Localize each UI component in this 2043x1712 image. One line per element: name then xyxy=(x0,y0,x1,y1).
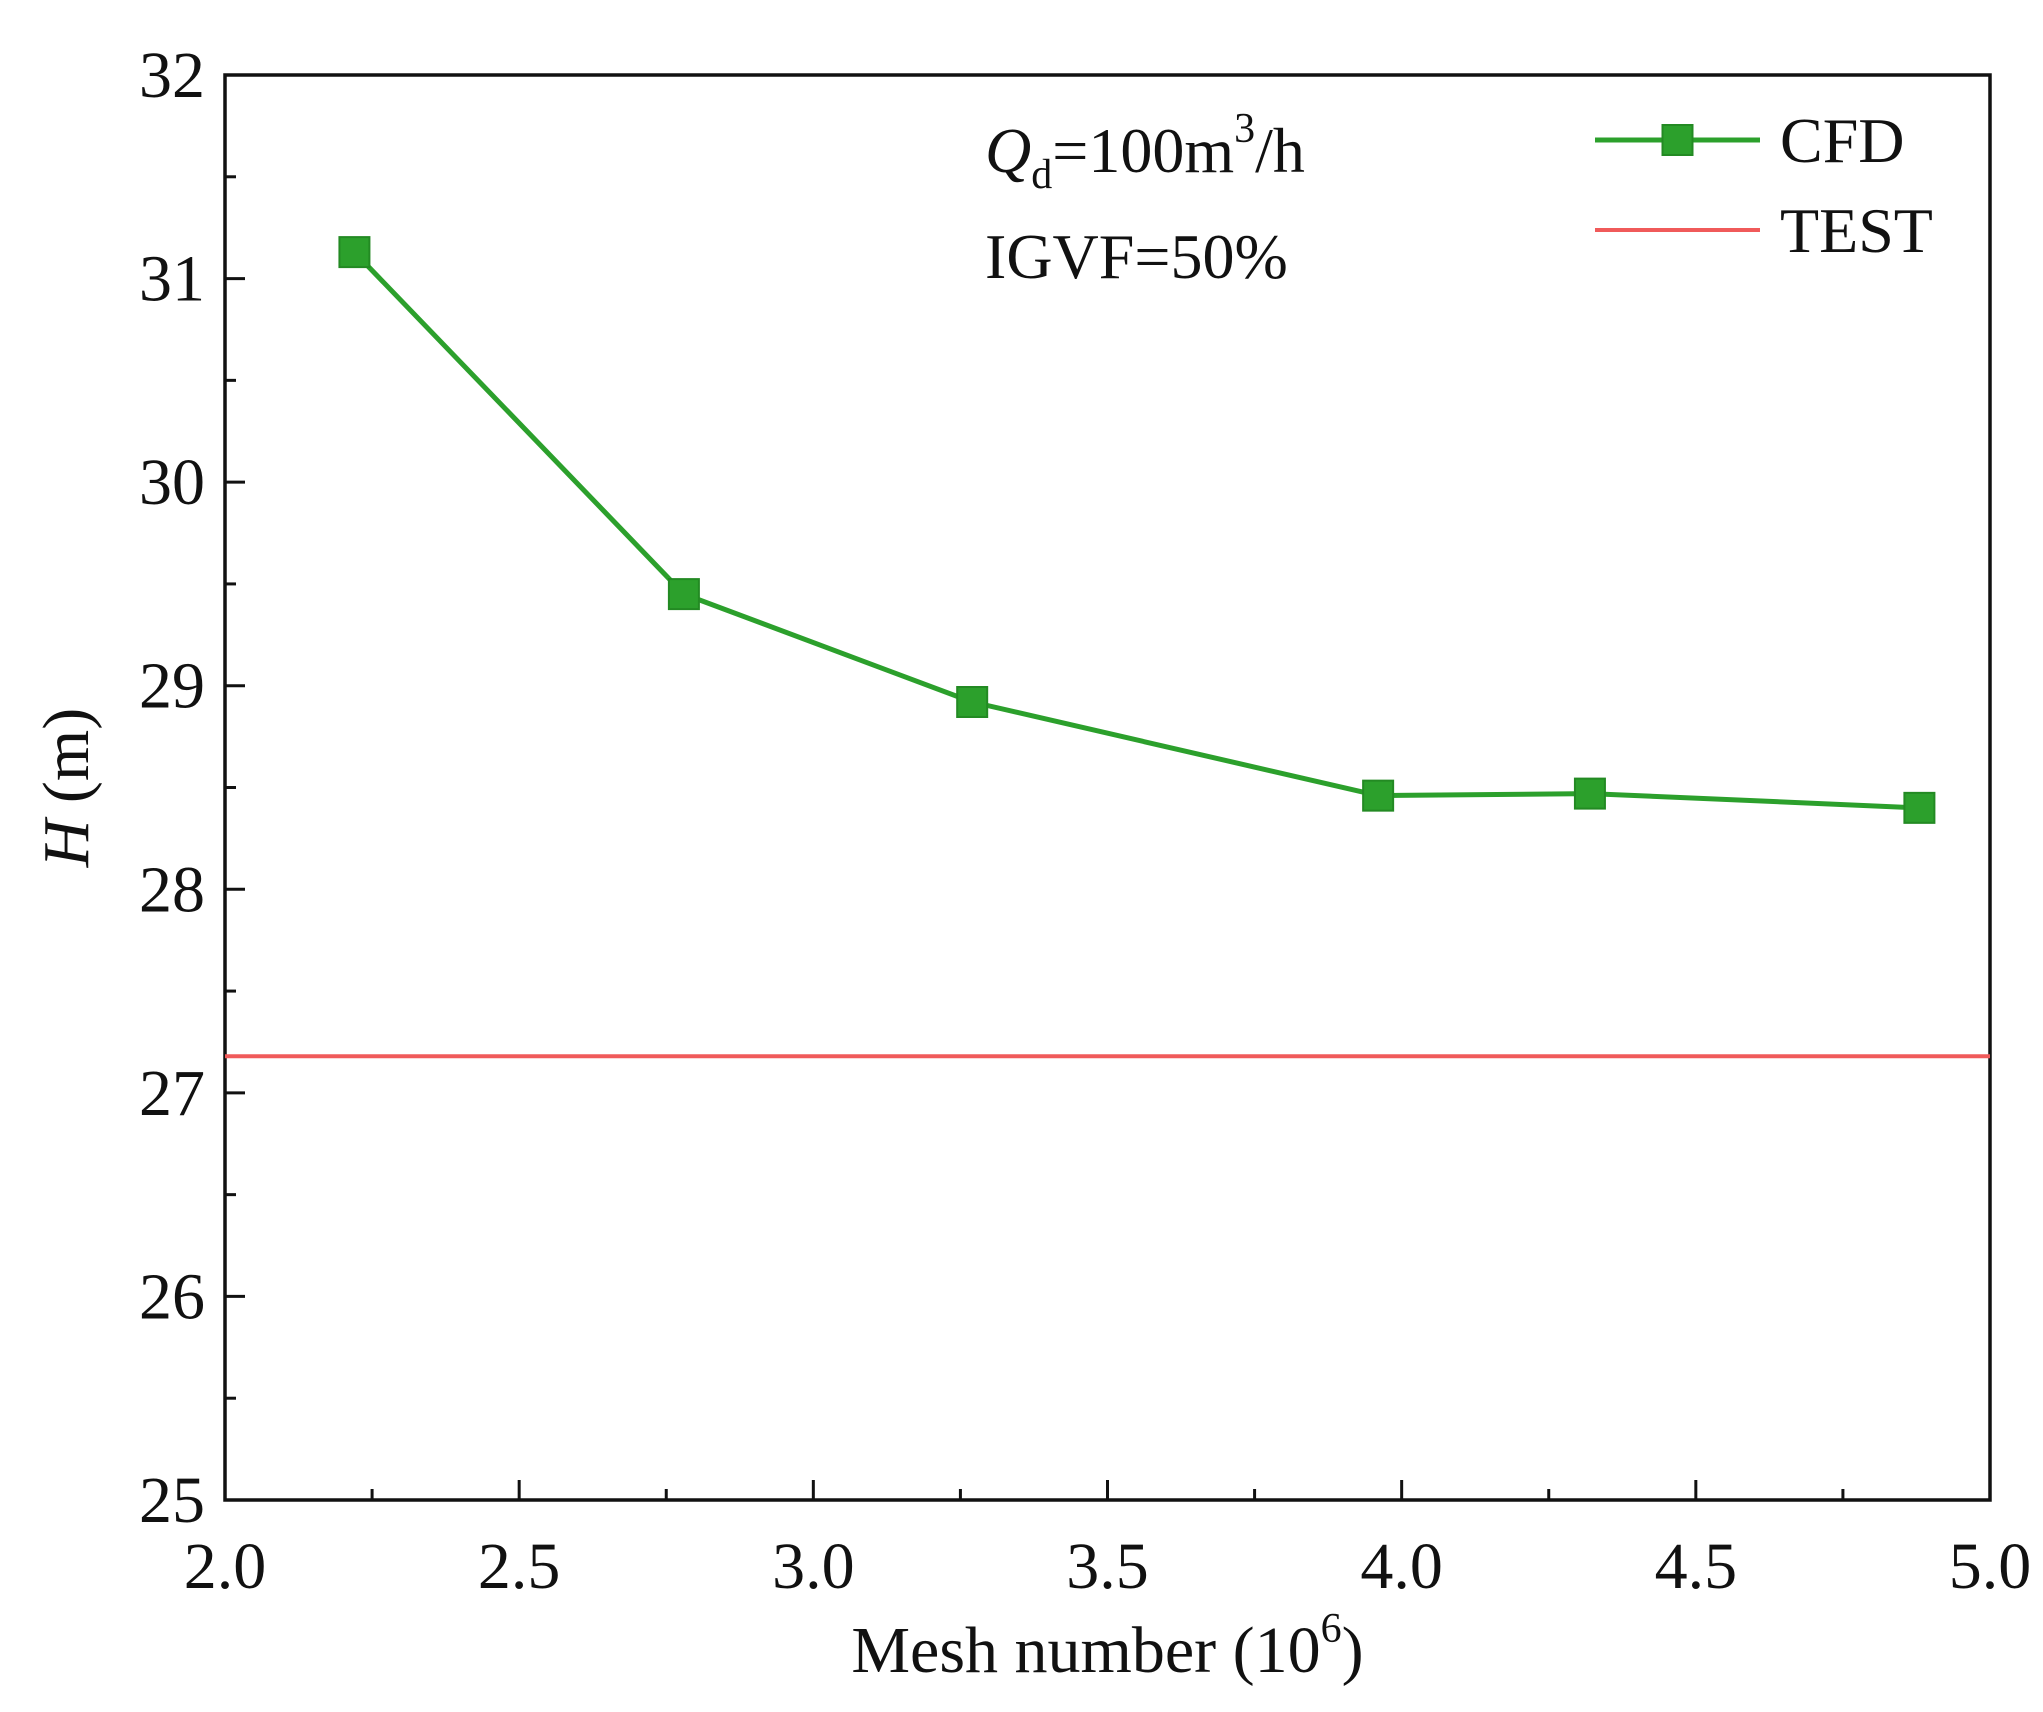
annotations: Qd=100m3/h IGVF=50% xyxy=(985,106,1305,292)
x-axis-title-text: Mesh number (10 xyxy=(851,1614,1320,1687)
legend-cfd-label: CFD xyxy=(1780,105,1905,176)
x-axis-title-close: ) xyxy=(1342,1614,1364,1687)
annotation-flow-superscript: 3 xyxy=(1234,106,1255,152)
cfd-data-point xyxy=(956,686,989,718)
axes-group: 2.0 2.5 3.0 3.5 4.0 4.5 5.0 25 26 27 28 29 30 31 32 Mes… xyxy=(30,39,2031,1687)
annotation-flow-symbol: Q xyxy=(985,115,1031,186)
annotation-igvf: IGVF=50% xyxy=(985,221,1288,292)
x-tick-label: 3.5 xyxy=(1066,1530,1149,1603)
series-group xyxy=(225,236,1990,1059)
y-tick-label: 28 xyxy=(139,853,205,926)
legend: CFD TEST xyxy=(1595,105,1933,266)
x-tick-label: 2.5 xyxy=(478,1530,561,1603)
y-axis-title-variable: H xyxy=(30,816,103,868)
y-tick-label: 30 xyxy=(139,446,205,519)
cfd-data-point xyxy=(1903,791,1936,824)
y-tick-label: 29 xyxy=(139,650,205,723)
legend-cfd-marker xyxy=(1661,124,1694,156)
y-axis-title-unit: (m) xyxy=(30,708,103,820)
x-tick-label: 4.5 xyxy=(1655,1530,1738,1603)
cfd-data-point xyxy=(667,578,700,611)
y-axis-title: H (m) xyxy=(30,708,103,868)
cfd-data-point xyxy=(1362,779,1395,812)
y-tick-label: 32 xyxy=(139,39,205,112)
x-tick-label: 4.0 xyxy=(1360,1530,1443,1603)
x-axis-title-exponent: 6 xyxy=(1321,1606,1342,1652)
legend-test-label: TEST xyxy=(1780,195,1933,266)
annotation-flow-rate: Qd=100m3/h xyxy=(985,106,1305,198)
annotation-flow-unit: /h xyxy=(1255,115,1305,186)
x-tick-label: 5.0 xyxy=(1949,1530,2032,1603)
x-tick-label: 2.0 xyxy=(184,1530,267,1603)
y-tick-label: 27 xyxy=(139,1057,205,1130)
x-axis-title: Mesh number (106) xyxy=(851,1606,1363,1687)
annotation-flow-subscript: d xyxy=(1031,152,1052,198)
y-tick-label: 31 xyxy=(139,243,205,316)
y-tick-label: 26 xyxy=(139,1260,205,1333)
cfd-data-point xyxy=(1573,777,1606,810)
cfd-series-line xyxy=(352,250,1920,811)
y-tick-label: 25 xyxy=(139,1464,205,1537)
x-tick-label: 3.0 xyxy=(772,1530,855,1603)
cfd-data-point xyxy=(338,236,371,269)
annotation-flow-value: =100m xyxy=(1052,115,1234,186)
